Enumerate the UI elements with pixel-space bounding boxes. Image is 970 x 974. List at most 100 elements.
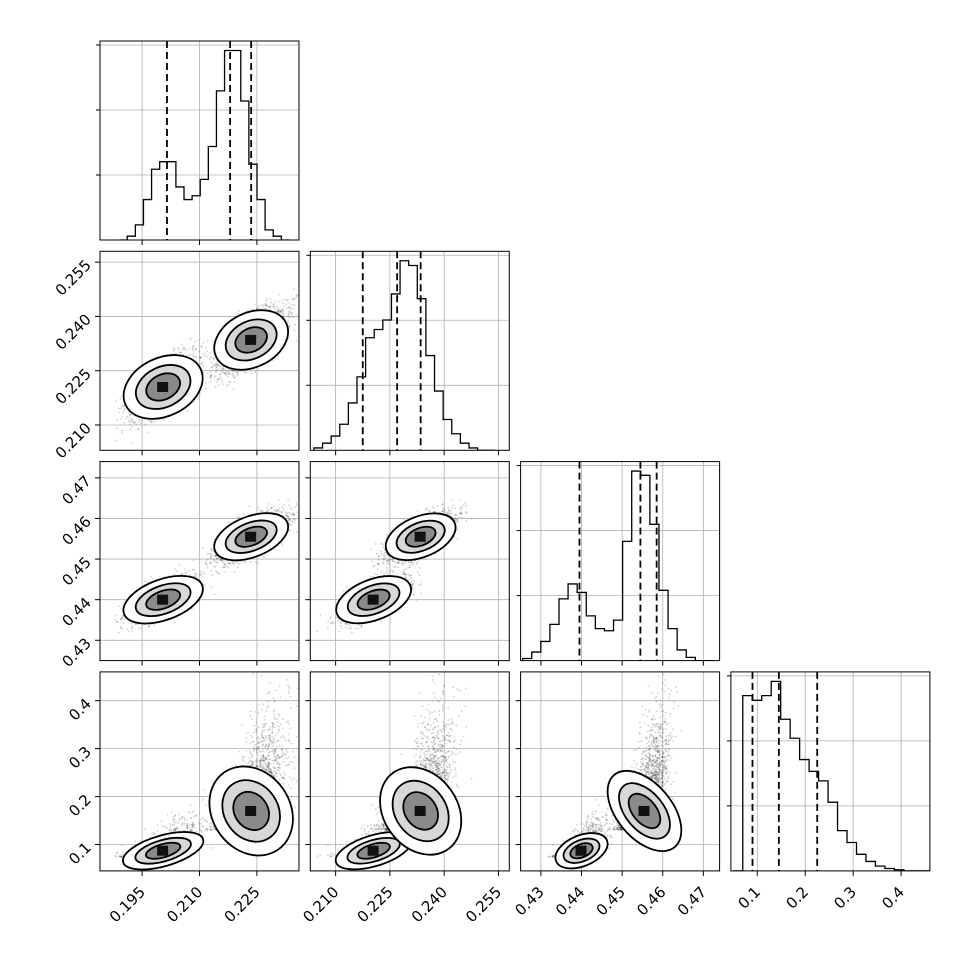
scatter-point (120, 418, 122, 420)
scatter-point (221, 381, 223, 383)
scatter-point (227, 384, 229, 386)
scatter-point (221, 371, 223, 373)
scatter-point (133, 421, 135, 423)
scatter-point (217, 364, 219, 366)
scatter-point (300, 309, 302, 311)
scatter-point (181, 344, 183, 346)
scatter-point (207, 372, 209, 374)
scatter-point (129, 419, 131, 421)
scatter-point (270, 302, 272, 304)
scatter-point (186, 349, 188, 351)
scatter-point (279, 310, 281, 312)
scatter-point (233, 571, 235, 573)
scatter-point (251, 372, 253, 374)
scatter-point (140, 423, 142, 425)
ytick-label: 0.255 (52, 256, 95, 299)
scatter-point (202, 362, 204, 364)
scatter-point (274, 308, 276, 310)
scatter-point (131, 442, 133, 444)
scatter-point (282, 302, 284, 304)
scatter-point (237, 374, 239, 376)
scatter-point (202, 354, 204, 356)
scatter-point (154, 421, 156, 423)
scatter-point (205, 388, 207, 390)
scatter-point (219, 373, 221, 375)
scatter-point (268, 305, 270, 307)
scatter-point (216, 369, 218, 371)
scatter-point (121, 404, 123, 406)
scatter-point (129, 424, 131, 426)
scatter-point (292, 308, 294, 310)
scatter-point (201, 345, 203, 347)
scatter-point (286, 512, 288, 514)
panel-1-1 (306, 251, 509, 455)
scatter-point (220, 366, 222, 368)
scatter-point (223, 383, 225, 385)
scatter-point (213, 376, 215, 378)
scatter-point (299, 293, 301, 295)
scatter-point (129, 414, 131, 416)
scatter-point (121, 432, 123, 434)
scatter-point (288, 310, 290, 312)
scatter-point (115, 439, 117, 441)
scatter-point (233, 388, 235, 390)
scatter-point (135, 423, 137, 425)
scatter-point (121, 430, 123, 432)
scatter-point (125, 418, 127, 420)
scatter-point (218, 378, 220, 380)
scatter-point (218, 368, 220, 370)
scatter-point (278, 308, 280, 310)
scatter-point (215, 371, 217, 373)
scatter-point (287, 299, 289, 301)
scatter-point (200, 363, 202, 365)
scatter-point (224, 372, 226, 374)
scatter-point (173, 347, 175, 349)
scatter-point (231, 373, 233, 375)
scatter-point (291, 314, 293, 316)
scatter-point (202, 365, 204, 367)
scatter-point (215, 386, 217, 388)
scatter-point (293, 288, 295, 290)
scatter-point (259, 307, 261, 309)
panel-0-0 (96, 41, 299, 245)
scatter-point (287, 322, 289, 324)
scatter-point (279, 301, 281, 303)
scatter-point (196, 357, 198, 359)
scatter-point (289, 302, 291, 304)
scatter-point (239, 516, 241, 518)
scatter-point (296, 340, 298, 342)
scatter-point (120, 396, 122, 398)
scatter-point (203, 342, 205, 344)
scatter-point (238, 310, 240, 312)
scatter-point (123, 411, 125, 413)
scatter-point (194, 341, 196, 343)
scatter-point (123, 405, 125, 407)
scatter-point (211, 362, 213, 364)
scatter-point (210, 377, 212, 379)
scatter-point (273, 360, 275, 362)
scatter-point (227, 376, 229, 378)
scatter-point (229, 381, 231, 383)
scatter-point (199, 351, 201, 353)
scatter-point (294, 304, 296, 306)
scatter-point (131, 419, 133, 421)
scatter-point (237, 371, 239, 373)
scatter-point (266, 304, 268, 306)
scatter-point (291, 312, 293, 314)
scatter-point (123, 422, 125, 424)
scatter-point (119, 398, 121, 400)
scatter-point (211, 366, 213, 368)
scatter-point (204, 353, 206, 355)
scatter-point (289, 326, 291, 328)
scatter-point (148, 420, 150, 422)
scatter-point (286, 307, 288, 309)
scatter-point (129, 421, 131, 423)
scatter-point (116, 427, 118, 429)
scatter-point (193, 346, 195, 348)
scatter-point (243, 514, 245, 516)
scatter-point (258, 305, 260, 307)
ytick-label: 0.225 (52, 365, 95, 408)
scatter-point (116, 419, 118, 421)
scatter-point (192, 347, 194, 349)
